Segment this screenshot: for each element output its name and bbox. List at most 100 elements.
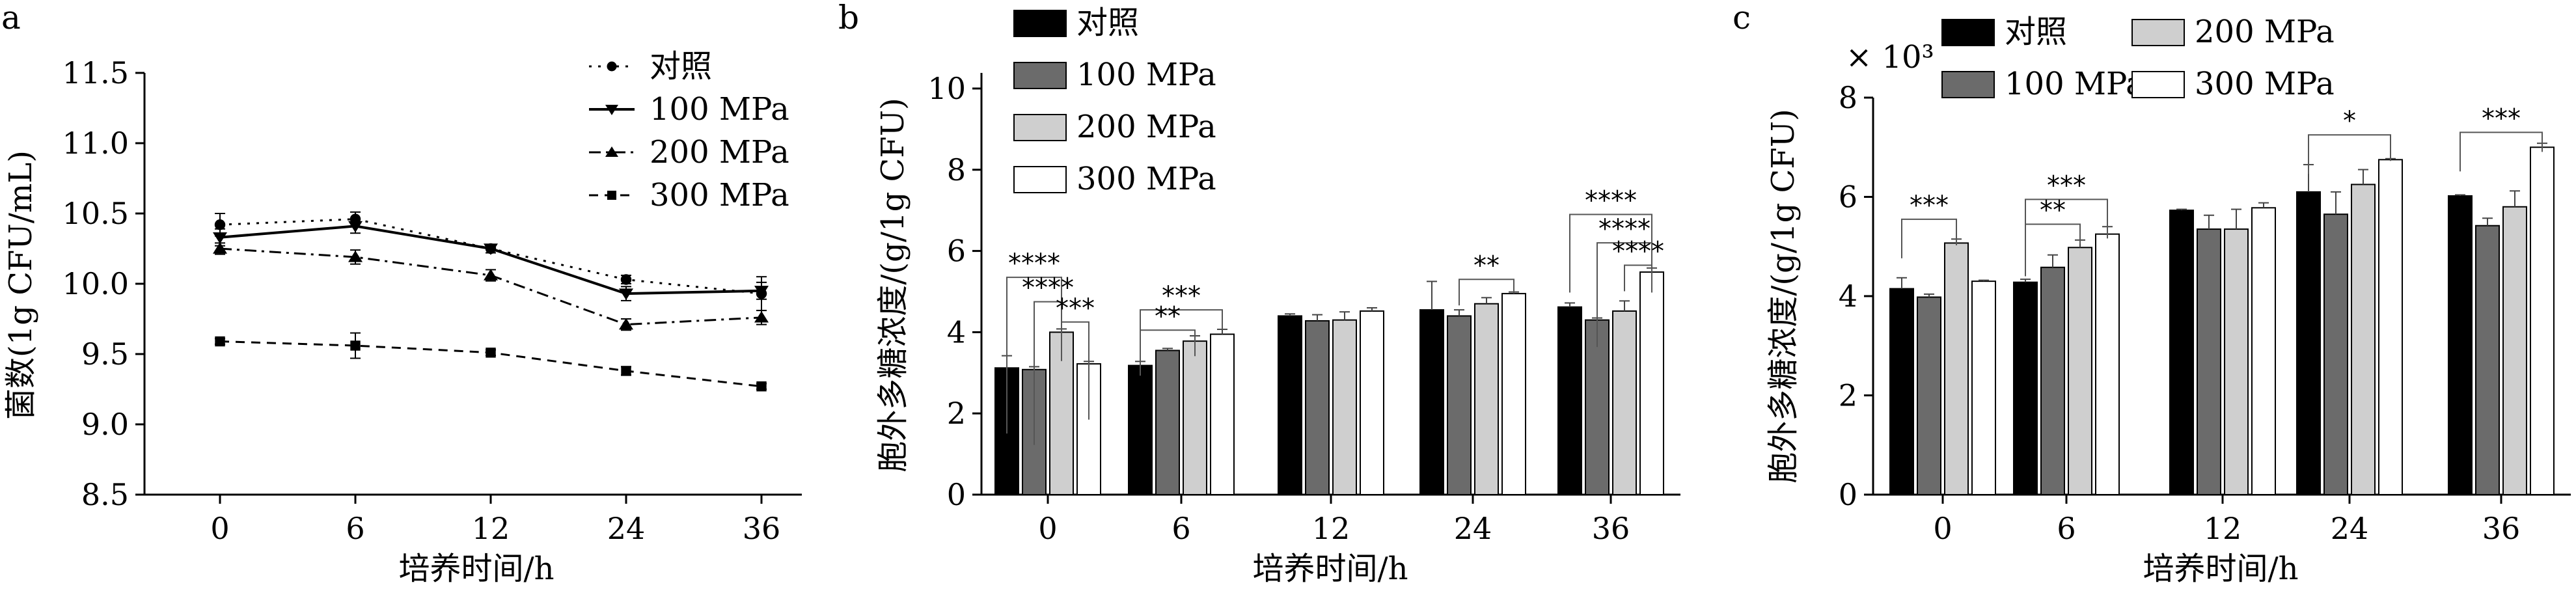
y-tick-label: 0 xyxy=(947,477,966,512)
significance-bracket: * xyxy=(2308,106,2391,174)
panel-c-y-scale-label: × 10³ xyxy=(1846,39,1934,75)
significance-bracket: **** xyxy=(1022,273,1074,445)
bar xyxy=(2169,210,2194,495)
bar-series-对照 xyxy=(1889,163,2473,495)
bracket-line xyxy=(1459,279,1514,306)
panel-a-x-label: 培养时间/h xyxy=(398,551,554,587)
bar-series-200 MPa xyxy=(1049,297,1637,495)
panel-b-x-label: 培养时间/h xyxy=(1252,551,1408,587)
data-point xyxy=(621,366,631,376)
bracket-line xyxy=(2308,134,2391,174)
significance-bracket: ** xyxy=(1459,251,1514,306)
bar xyxy=(2378,159,2403,495)
panel-a-line-chart: 8.5 9.0 9.5 10.0 10.5 11.0 11.5 0 6 12 24 36 对照 100… xyxy=(3,48,802,587)
significance-stars: ** xyxy=(2040,195,2066,225)
significance-bracket: *** xyxy=(1056,294,1095,420)
bar xyxy=(2040,266,2065,495)
x-tick-label: 0 xyxy=(1933,511,1952,546)
legend-label: 300 MPa xyxy=(650,177,789,213)
significance-stars: * xyxy=(2343,106,2356,136)
series-line xyxy=(219,247,762,326)
bar-series-100 MPa xyxy=(1022,309,1610,495)
bar xyxy=(2530,146,2555,495)
data-point xyxy=(213,232,227,244)
y-tick-label: 4 xyxy=(1839,279,1857,314)
bar xyxy=(1474,303,1499,495)
legend-swatch xyxy=(1013,62,1067,89)
bar xyxy=(1155,349,1180,495)
significance-bracket: ** xyxy=(1140,301,1196,376)
y-tick-label: 2 xyxy=(1839,378,1857,413)
series-对照 xyxy=(214,211,767,312)
panel-letter-c: c xyxy=(1733,0,1751,36)
x-tick-label: 6 xyxy=(2057,511,2076,546)
significance-stars: ** xyxy=(1155,301,1181,331)
bar xyxy=(1305,320,1330,495)
legend-label: 100 MPa xyxy=(2005,66,2144,102)
legend-label: 对照 xyxy=(2005,14,2067,50)
series-300 MPa xyxy=(215,332,767,392)
bar-series-300 MPa xyxy=(1076,267,1664,496)
bar xyxy=(2013,281,2038,495)
data-point xyxy=(619,288,633,301)
legend-label: 对照 xyxy=(650,48,712,85)
data-point xyxy=(486,348,496,358)
y-tick-label: 10 xyxy=(927,71,966,106)
bar xyxy=(2502,206,2527,495)
bar xyxy=(2197,228,2221,495)
x-tick-label: 0 xyxy=(210,511,229,546)
significance-stars: *** xyxy=(1162,281,1201,311)
legend-label: 300 MPa xyxy=(2195,66,2335,102)
legend-label: 200 MPa xyxy=(650,134,789,171)
legend-swatch xyxy=(1941,71,1995,98)
legend-label: 300 MPa xyxy=(1076,161,1216,197)
panel-letter-b: b xyxy=(838,0,859,36)
data-point xyxy=(348,221,363,233)
data-point xyxy=(484,243,498,255)
y-tick-label: 10.0 xyxy=(62,266,129,301)
significance-bracket: **** xyxy=(1596,214,1652,348)
significance-bracket: **** xyxy=(1006,249,1062,434)
significance-bracket: *** xyxy=(2025,171,2108,258)
data-point xyxy=(754,310,769,323)
x-tick-label: 36 xyxy=(2482,511,2521,546)
significance-stars: **** xyxy=(1008,249,1060,279)
bracket-line xyxy=(2460,131,2543,172)
bar xyxy=(1419,309,1444,495)
data-point xyxy=(214,219,226,230)
bar xyxy=(1971,281,1996,495)
x-tick-label: 0 xyxy=(1038,511,1057,546)
bar xyxy=(1049,331,1074,495)
bar xyxy=(1889,288,1914,495)
legend-label: 200 MPa xyxy=(1076,109,1216,145)
y-tick-label: 8 xyxy=(947,152,966,187)
x-tick-label: 24 xyxy=(607,511,646,546)
significance-bracket: **** xyxy=(1569,185,1652,293)
legend-label: 100 MPa xyxy=(650,91,789,128)
y-tick-label: 0 xyxy=(1839,477,1857,512)
panel-b-y-label: 胞外多糖浓度/(g/1g CFU) xyxy=(875,98,911,473)
panel-c-x-label: 培养时间/h xyxy=(2143,551,2298,587)
bracket-line xyxy=(1901,218,1957,258)
data-point xyxy=(607,191,616,200)
panel-a-y-label: 菌数(1g CFU/mL) xyxy=(3,150,39,420)
legend-swatch xyxy=(2131,71,2185,98)
legend-swatch xyxy=(1013,10,1067,37)
data-point xyxy=(213,242,227,254)
data-point xyxy=(484,269,498,281)
bar-series-100 MPa xyxy=(1917,191,2500,495)
significance-stars: **** xyxy=(1598,214,1651,244)
bar xyxy=(1917,296,1941,495)
bar xyxy=(1278,315,1302,495)
bar xyxy=(1501,293,1526,495)
significance-bracket: **** xyxy=(1612,236,1664,292)
bar xyxy=(2296,191,2321,495)
bracket-line xyxy=(1061,321,1089,420)
bar xyxy=(1183,340,1207,495)
y-tick-label: 9.0 xyxy=(81,407,129,442)
significance-bracket: *** xyxy=(2460,103,2543,172)
series-line xyxy=(219,225,762,295)
y-tick-label: 6 xyxy=(947,234,966,269)
significance-bracket: *** xyxy=(1901,191,1957,258)
